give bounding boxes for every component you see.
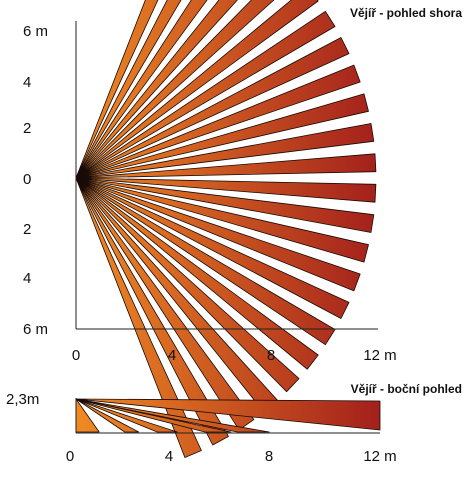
top-view-panel: Vějíř - pohled shora 6 m 4 2 0 2 4 6 m 0… [23,0,462,458]
top-beam [75,177,336,346]
top-y-tick-2-right: 2 [23,221,31,238]
top-x-tick-0: 0 [72,347,80,364]
top-x-tick-4: 4 [168,347,176,364]
top-beam [75,177,229,446]
top-beam [75,0,182,179]
top-beam [75,177,369,263]
top-beam [75,177,300,393]
top-view-title: Vějíř - pohled shora [350,6,462,20]
side-height-label: 2,3m [6,391,39,408]
top-beam [75,177,375,233]
side-x-tick-0: 0 [66,448,74,465]
top-beam [75,177,255,431]
side-x-tick-8: 8 [265,448,273,465]
top-y-tick-6m-left: 6 m [23,23,48,40]
top-y-tick-4-right: 4 [23,270,31,287]
side-beam [75,398,381,431]
side-x-tick-12m: 12 m [363,448,396,465]
top-beam [75,177,350,319]
top-beam [75,93,369,179]
top-x-tick-8: 8 [267,347,275,364]
top-x-tick-12m: 12 m [363,347,396,364]
top-beam [75,123,375,179]
top-beam [75,10,336,179]
top-y-tick-6m-right: 6 m [23,321,48,338]
side-x-tick-4: 4 [165,448,173,465]
top-beam [75,0,159,179]
top-y-tick-4-left: 4 [23,74,31,91]
side-beam [75,398,178,433]
top-beam [75,177,361,292]
top-beam [75,177,377,203]
top-view-beams [75,0,377,458]
top-beam [75,37,350,179]
top-beam [75,177,202,458]
side-view-beams [75,398,381,433]
top-beam [75,64,361,179]
top-beam [75,153,377,179]
top-y-tick-2-left: 2 [23,120,31,137]
side-beam [75,398,140,433]
top-beam [75,0,208,179]
top-beam [75,0,238,179]
top-beam [75,0,275,179]
top-beam [75,177,319,370]
top-beam [75,0,319,179]
side-view-title: Vějíř - boční pohled [351,382,462,396]
top-y-tick-0: 0 [23,171,31,188]
side-view-panel: Vějíř - boční pohled 2,3m 0 4 8 12 m [6,382,462,465]
side-beam [75,398,270,433]
